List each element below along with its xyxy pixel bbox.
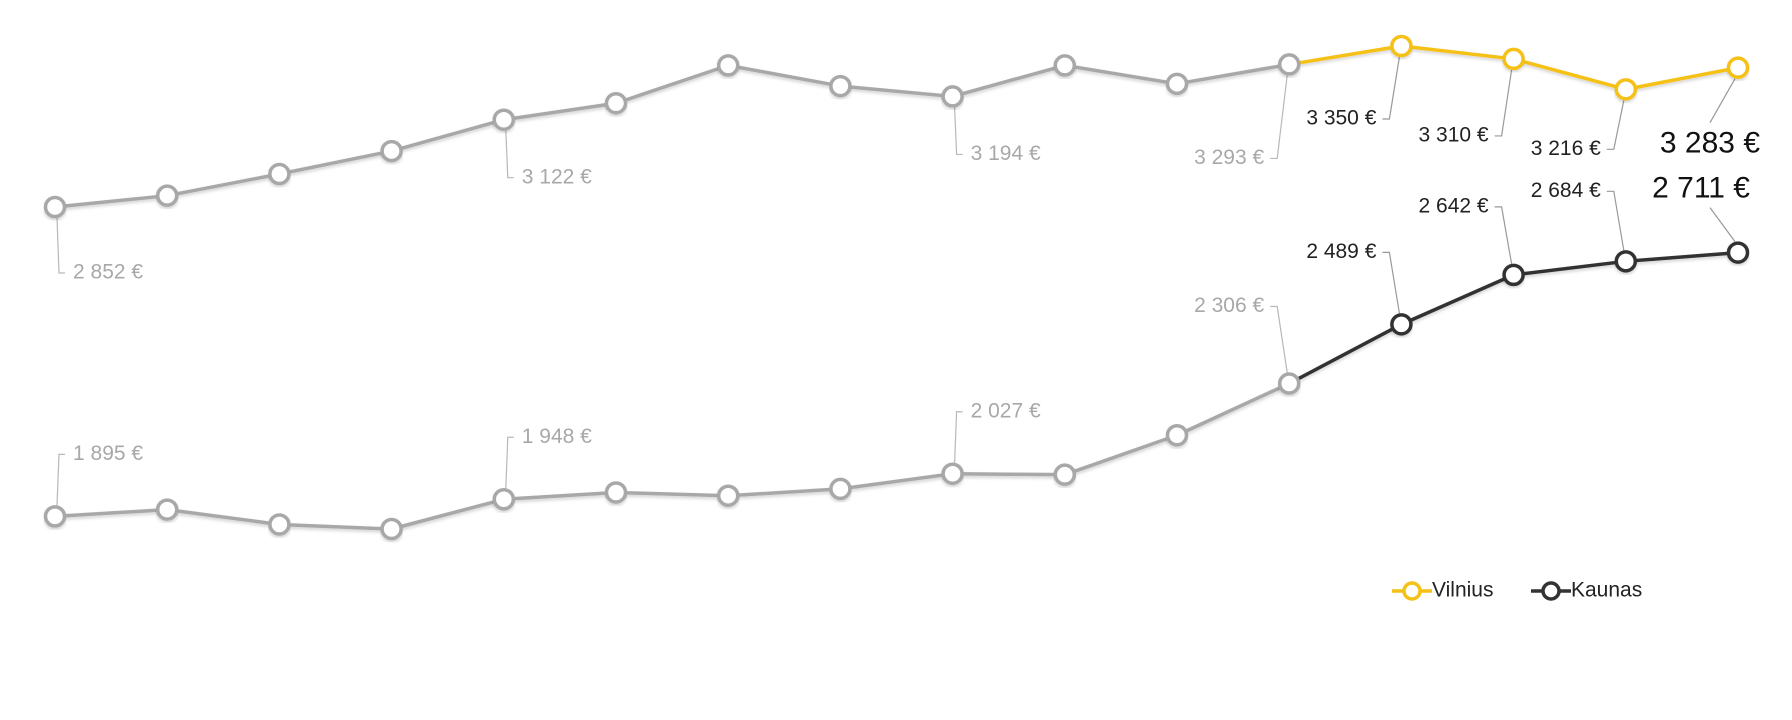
data-point [1165, 423, 1189, 447]
value-label: 3 122 € [522, 165, 592, 188]
data-point [155, 184, 179, 207]
data-point [941, 462, 964, 485]
value-label: 2 489 € [1306, 240, 1376, 263]
data-point [1277, 372, 1301, 395]
value-label-big: 2 711 € [1652, 172, 1750, 205]
data-point [1502, 263, 1525, 287]
legend-marker [1541, 581, 1561, 601]
value-label: 3 350 € [1306, 107, 1376, 130]
leader-line [1709, 78, 1736, 123]
data-point [1726, 56, 1750, 79]
value-label: 2 027 € [971, 399, 1041, 422]
data-point [1053, 54, 1077, 77]
points [43, 34, 1750, 541]
data-point [1726, 241, 1750, 264]
leader-line [1382, 251, 1400, 314]
data-point [604, 481, 628, 504]
data-point [1053, 463, 1077, 486]
data-point [492, 108, 516, 131]
leader-line [954, 107, 963, 156]
value-label: 3 310 € [1419, 123, 1489, 146]
leader-line [1270, 75, 1288, 160]
series-line [54, 381, 1290, 531]
leader-line [1382, 56, 1400, 120]
value-label: 3 216 € [1531, 137, 1601, 160]
data-point [604, 91, 628, 115]
data-point [380, 517, 403, 541]
leader-line [1606, 100, 1625, 150]
data-point [716, 484, 740, 507]
lines [54, 44, 1739, 531]
data-point [1502, 47, 1525, 71]
data-point [492, 488, 516, 511]
value-label: 2 684 € [1531, 179, 1601, 202]
data-point [829, 477, 852, 501]
leader-line [954, 411, 963, 463]
data-point [1390, 313, 1413, 336]
value-label: 3 293 € [1194, 146, 1264, 169]
legend-label: Vilnius [1432, 579, 1493, 602]
leader-line [505, 130, 514, 179]
leader-line [1270, 305, 1288, 373]
value-label: 2 306 € [1194, 294, 1264, 317]
data-point [1390, 34, 1413, 58]
leader-line [1494, 69, 1513, 137]
data-point [155, 498, 179, 521]
leader-line [56, 453, 65, 506]
value-label: 1 948 € [522, 425, 592, 448]
leader-line [505, 436, 514, 489]
data-point [1165, 72, 1189, 96]
leader-line [1709, 207, 1736, 242]
legend-label: Kaunas [1571, 579, 1642, 602]
legend-marker [1402, 581, 1422, 601]
data-point [1614, 250, 1638, 273]
value-label-big: 3 283 € [1660, 127, 1760, 160]
leader-line [1494, 206, 1513, 264]
data-point [268, 162, 291, 186]
data-point [43, 195, 67, 219]
value-label: 1 895 € [73, 442, 143, 465]
data-point [268, 513, 291, 536]
data-point [716, 54, 740, 77]
value-label: 3 194 € [971, 142, 1041, 165]
labels: 2 852 € 3 122 € 3 194 € 3 293 € 3 350 € 3 310… [56, 56, 1760, 506]
leader-line [56, 217, 65, 274]
series-line [54, 62, 1290, 209]
data-point [941, 85, 964, 108]
data-point [43, 505, 67, 528]
data-point [1614, 78, 1638, 101]
data-point [1277, 53, 1301, 76]
data-point [829, 74, 852, 98]
value-label: 2 642 € [1419, 194, 1489, 217]
leader-line [1606, 190, 1625, 251]
value-label: 2 852 € [73, 261, 143, 284]
legend: Vilnius Kaunas [1392, 579, 1642, 602]
data-point [380, 139, 403, 163]
